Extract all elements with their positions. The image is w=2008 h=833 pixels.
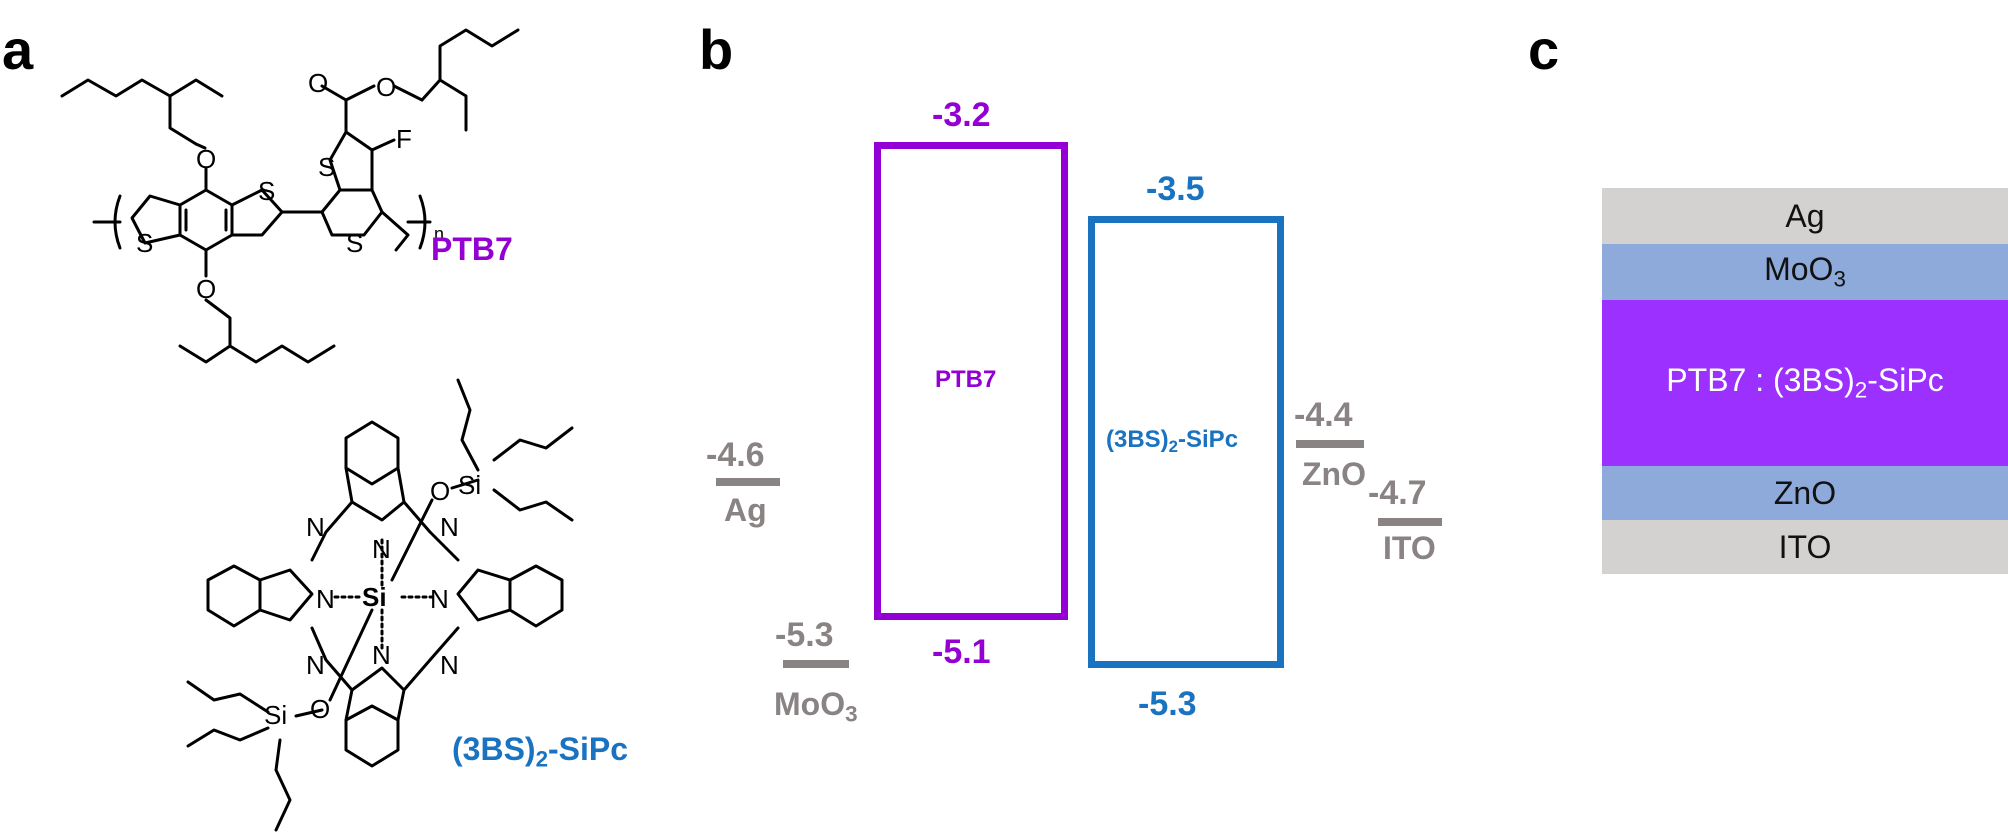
ito-level-bar <box>1378 518 1442 526</box>
sipc-box-label: (3BS)2-SiPc <box>1106 426 1239 457</box>
svg-text:N: N <box>440 650 459 680</box>
layer-active: PTB7 : (3BS)2-SiPc <box>1602 300 2008 466</box>
zno-level-bar <box>1296 440 1364 448</box>
atom-o: O <box>196 144 216 174</box>
ptb7-box-label: PTB7 <box>935 366 997 393</box>
svg-text:S: S <box>346 228 363 258</box>
sipc-molecule-label: (3BS)2-SiPc <box>452 731 629 772</box>
layer-ito: ITO <box>1602 520 2008 574</box>
layer-zno: ZnO <box>1602 466 2008 520</box>
svg-text:N: N <box>306 512 325 542</box>
panel-label-b: b <box>699 18 734 81</box>
svg-text:O: O <box>376 72 396 102</box>
panel-label-a: a <box>2 18 34 81</box>
moo3-value: -5.3 <box>775 616 834 654</box>
layer-ag: Ag <box>1602 188 2008 244</box>
ptb7-bdt-core <box>178 188 234 252</box>
ptb7-molecule-label: PTB7 <box>431 231 513 267</box>
ag-value: -4.6 <box>706 436 765 474</box>
svg-text:S: S <box>258 176 275 206</box>
ag-label: Ag <box>724 492 767 528</box>
sipc-energy-box <box>1088 216 1284 668</box>
svg-text:N: N <box>372 640 391 670</box>
svg-text:O: O <box>430 476 450 506</box>
svg-text:Si: Si <box>458 470 481 500</box>
svg-text:N: N <box>440 512 459 542</box>
zno-value: -4.4 <box>1294 396 1353 434</box>
ptb7-alkyl-chain-1 <box>60 78 224 98</box>
sipc-lumo-value: -3.5 <box>1146 170 1205 208</box>
ag-level-bar <box>716 478 780 486</box>
ito-value: -4.7 <box>1368 474 1427 512</box>
svg-text:Si: Si <box>264 700 287 730</box>
svg-text:F: F <box>396 124 412 154</box>
svg-text:O: O <box>310 694 330 724</box>
svg-text:N: N <box>430 584 449 614</box>
sipc-core <box>206 420 564 768</box>
ito-label: ITO <box>1383 530 1436 566</box>
svg-text:O: O <box>308 68 328 98</box>
chemical-structures: O O S S S S F O O n O Si N N N N N N N N… <box>60 28 574 832</box>
svg-text:S: S <box>318 152 335 182</box>
svg-text:n: n <box>434 224 444 244</box>
svg-text:N: N <box>306 650 325 680</box>
svg-text:S: S <box>136 228 153 258</box>
svg-text:N: N <box>316 584 335 614</box>
ptb7-lumo-value: -3.2 <box>932 96 991 134</box>
layer-moo3: MoO3 <box>1602 244 2008 300</box>
zno-label: ZnO <box>1302 456 1366 492</box>
svg-text:N: N <box>372 534 391 564</box>
svg-text:Si: Si <box>362 582 387 612</box>
moo3-label: MoO3 <box>774 686 858 727</box>
moo3-level-bar <box>783 660 849 668</box>
svg-text:O: O <box>196 274 216 304</box>
sipc-homo-value: -5.3 <box>1138 685 1197 723</box>
panel-label-c: c <box>1528 18 1560 81</box>
ptb7-energy-box <box>874 142 1068 620</box>
ptb7-homo-value: -5.1 <box>932 633 991 671</box>
